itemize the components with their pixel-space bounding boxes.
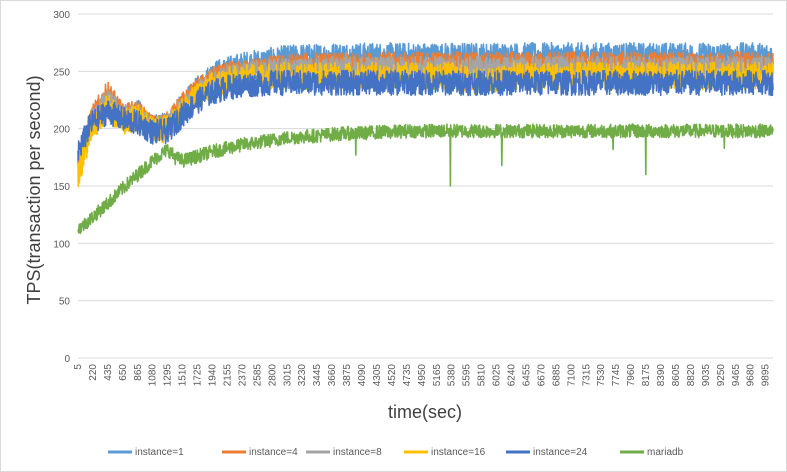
legend-item: instance=1 [108,447,184,458]
x-tick-label: 7960 [626,364,637,387]
x-tick-label: 220 [88,364,99,381]
x-tick-label: 1080 [148,364,159,387]
legend: instance=1 instance=4 instance=8 instance=1… [108,447,684,458]
x-tick-label: 2155 [223,364,234,387]
legend-label: instance=16 [431,447,486,458]
legend-item: instance=16 [404,447,486,458]
x-tick-label: 650 [118,364,129,381]
x-tick-label: 8175 [641,364,652,387]
x-tick-label: 1940 [208,364,219,387]
legend-label: instance=24 [533,447,588,458]
x-tick-label: 4305 [372,364,383,387]
x-tick-label: 6240 [507,364,518,387]
x-tick-label: 6670 [536,364,547,387]
x-tick-label: 9250 [716,364,727,387]
series-line-mariadb [77,123,774,235]
legend-item: instance=8 [306,447,382,458]
x-tick-label: 9680 [746,364,757,387]
legend-label: instance=8 [333,447,382,458]
x-axis-title: time(sec) [388,402,462,422]
x-tick-label: 1295 [163,364,174,387]
x-tick-label: 5165 [432,364,443,387]
x-tick-label: 2370 [237,364,248,387]
series-lines [77,41,774,235]
x-tick-label: 7100 [566,364,577,387]
legend-label: mariadb [647,447,684,458]
y-tick-label: 50 [59,297,71,308]
legend-item: mariadb [620,447,684,458]
x-tick-label: 4520 [387,364,398,387]
y-tick-label: 0 [64,354,70,365]
y-axis-ticks: 0 50 100 150 200 250 300 [53,10,70,365]
x-tick-label: 4950 [417,364,428,387]
x-tick-label: 865 [133,364,144,381]
y-tick-label: 150 [53,182,70,193]
legend-item: instance=24 [506,447,588,458]
y-tick-label: 200 [53,125,70,136]
x-axis-ticks: 5 220 435 650 865 1080 1295 1510 1725 1940 2155 237… [73,364,772,387]
x-tick-label: 3230 [297,364,308,387]
x-tick-label: 2800 [267,364,278,387]
x-tick-label: 3875 [342,364,353,387]
legend-item: instance=4 [222,447,298,458]
x-tick-label: 4735 [402,364,413,387]
x-tick-label: 1510 [178,364,189,387]
x-tick-label: 7745 [611,364,622,387]
legend-label: instance=4 [249,447,298,458]
y-axis-title: TPS(transaction per second) [24,75,44,304]
x-tick-label: 6885 [551,364,562,387]
x-tick-label: 4090 [357,364,368,387]
x-tick-label: 7530 [596,364,607,387]
y-tick-label: 300 [53,10,70,21]
x-tick-label: 5810 [477,364,488,387]
series-line-instance-24 [77,69,774,161]
x-tick-label: 435 [103,364,114,381]
x-tick-label: 1725 [193,364,204,387]
y-tick-label: 250 [53,67,70,78]
x-tick-label: 8390 [656,364,667,387]
x-tick-label: 2585 [252,364,263,387]
x-tick-label: 6455 [522,364,533,387]
x-tick-label: 9895 [761,364,772,387]
x-tick-label: 8605 [671,364,682,387]
x-tick-label: 3660 [327,364,338,387]
x-tick-label: 3015 [282,364,293,387]
x-tick-label: 7315 [581,364,592,387]
y-tick-label: 100 [53,239,70,250]
x-tick-label: 5595 [462,364,473,387]
x-tick-label: 9035 [701,364,712,387]
x-tick-label: 3445 [312,364,323,387]
x-tick-label: 5 [73,364,84,370]
x-tick-label: 6025 [492,364,503,387]
x-tick-label: 9465 [731,364,742,387]
x-tick-label: 8820 [686,364,697,387]
x-tick-label: 5380 [447,364,458,387]
legend-label: instance=1 [135,447,184,458]
